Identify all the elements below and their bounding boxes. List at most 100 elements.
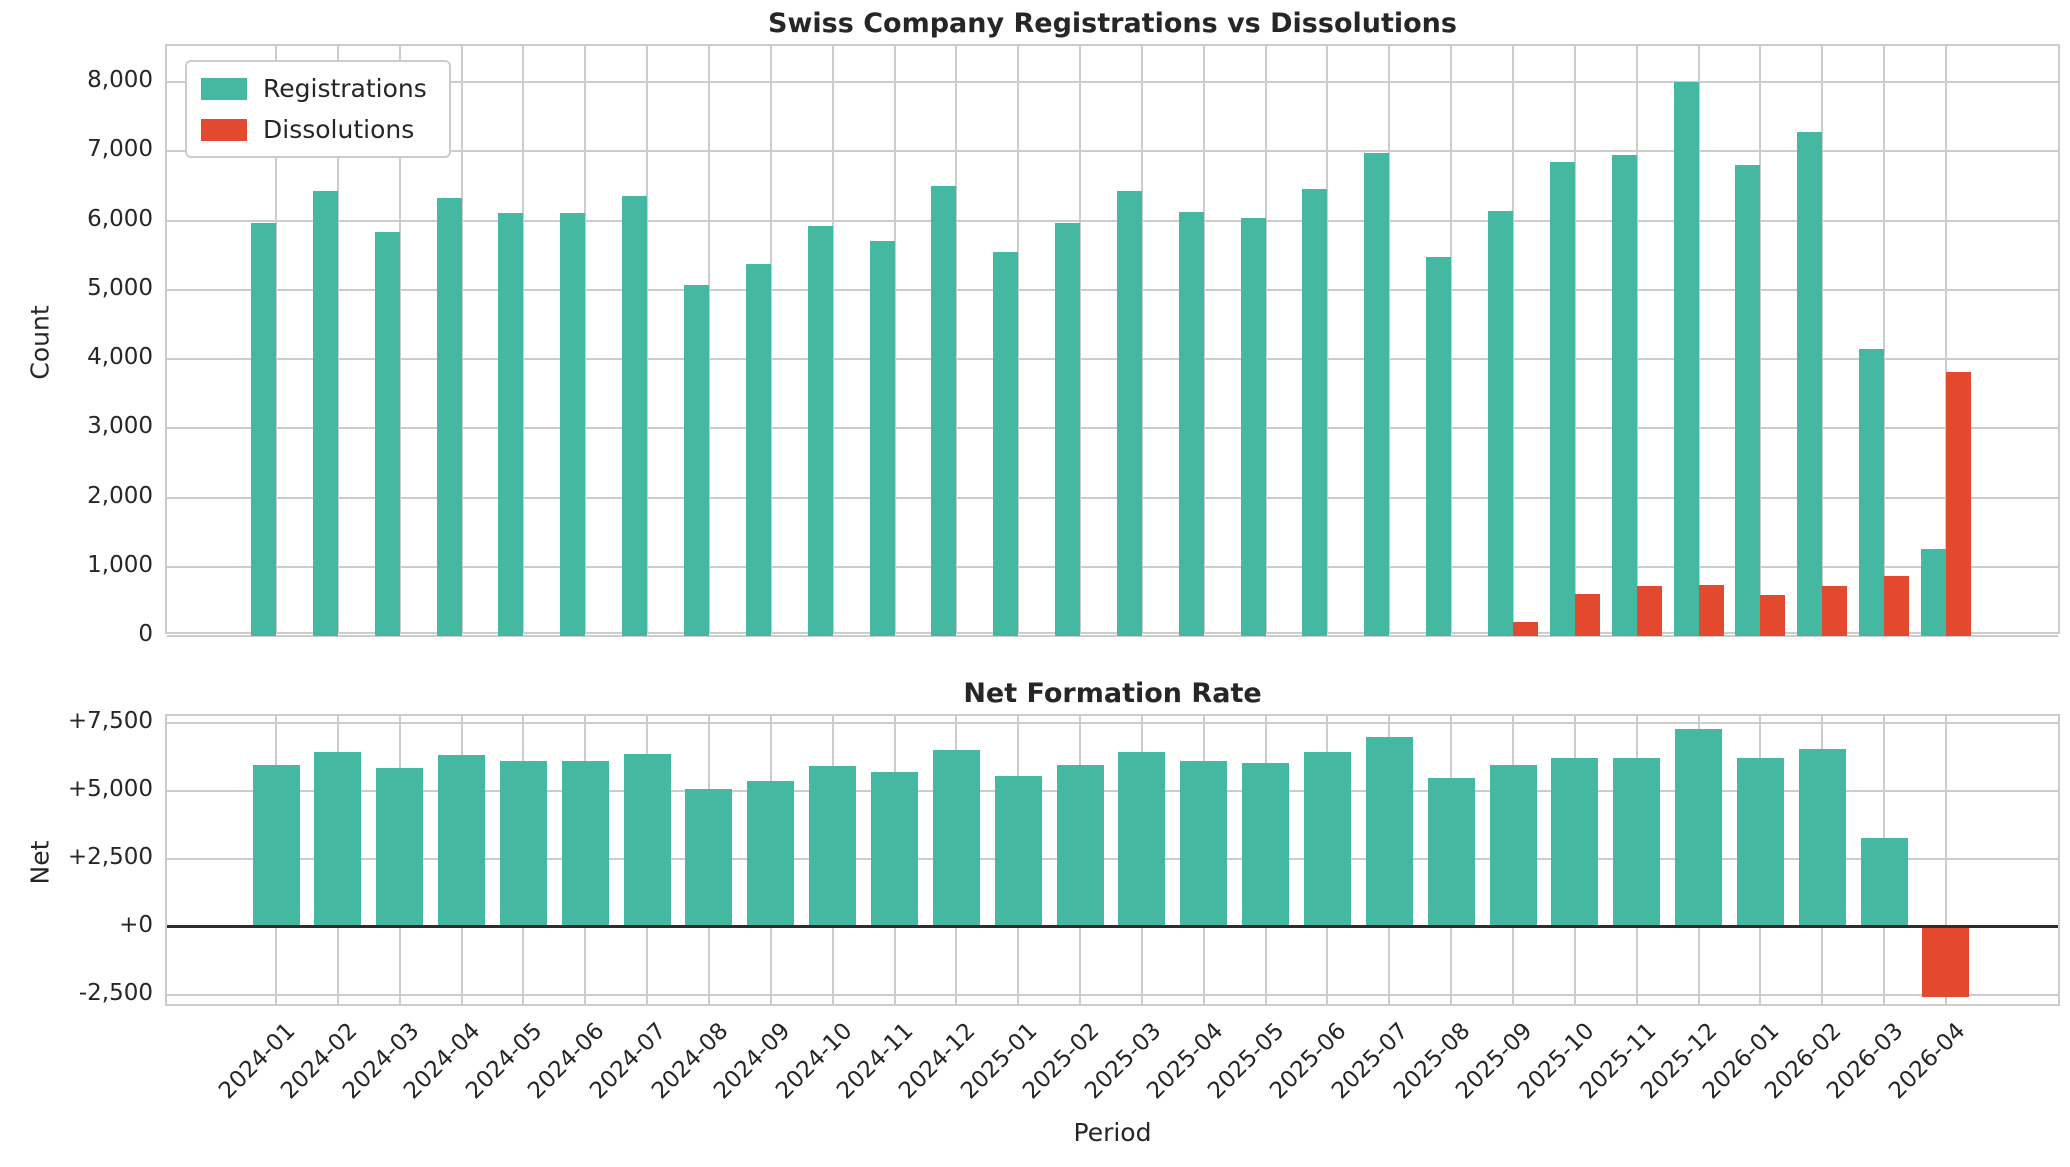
- top-chart-title: Swiss Company Registrations vs Dissoluti…: [768, 8, 1457, 39]
- top-y-axis-label: Count: [25, 305, 55, 380]
- bar-registrations: [436, 197, 462, 636]
- gridline-vertical: [1326, 46, 1329, 632]
- bar-registrations: [622, 196, 648, 636]
- gridline-vertical: [1697, 46, 1700, 632]
- gridline-horizontal: [167, 427, 2058, 430]
- gridline-vertical: [1944, 716, 1947, 1004]
- bar-net: [747, 780, 795, 927]
- bar-net: [1798, 748, 1846, 927]
- gridline-horizontal: [167, 858, 2058, 860]
- dissolutions-swatch-icon: [201, 118, 247, 141]
- bar-registrations: [683, 284, 709, 636]
- bar-registrations: [1920, 549, 1946, 636]
- bar-registrations: [1116, 190, 1142, 636]
- gridline-horizontal: [167, 790, 2058, 793]
- y-tick-label: 0: [138, 621, 153, 647]
- bar-dissolutions: [1760, 595, 1786, 636]
- bar-net: [1180, 760, 1228, 927]
- bar-registrations: [1364, 152, 1390, 636]
- bar-net: [314, 752, 362, 927]
- bar-registrations: [1797, 131, 1823, 636]
- bar-registrations: [745, 264, 771, 636]
- bar-net: [932, 750, 980, 927]
- bar-net: [438, 754, 486, 927]
- y-tick-label: +2,500: [67, 844, 153, 870]
- gridline-vertical: [1140, 46, 1143, 632]
- bar-dissolutions: [1822, 586, 1848, 636]
- bar-net: [1675, 729, 1723, 927]
- legend: Registrations Dissolutions: [185, 60, 451, 158]
- bar-net: [1489, 765, 1537, 927]
- gridline-vertical: [336, 46, 339, 632]
- bar-registrations: [1859, 348, 1885, 636]
- gridline-vertical: [1264, 46, 1267, 632]
- y-tick-label: 8,000: [87, 67, 153, 93]
- bar-net: [1551, 757, 1599, 927]
- gridline-vertical: [275, 46, 277, 632]
- bar-net: [1427, 778, 1475, 927]
- bar-net: [376, 768, 424, 927]
- x-axis-label: Period: [1073, 1118, 1152, 1147]
- bar-dissolutions: [1945, 372, 1971, 636]
- gridline-vertical: [1944, 46, 1947, 632]
- bar-net: [561, 760, 609, 927]
- bar-net: [1303, 751, 1351, 927]
- y-tick-label: +0: [119, 911, 153, 938]
- bar-registrations: [1302, 189, 1328, 636]
- bar-registrations: [931, 185, 957, 636]
- bar-net: [685, 789, 733, 927]
- bar-net: [1922, 926, 1970, 997]
- bar-registrations: [1735, 165, 1761, 636]
- bar-registrations: [1178, 212, 1204, 636]
- bar-registrations: [251, 222, 276, 636]
- gridline-vertical: [584, 46, 587, 632]
- legend-entry-dissolutions: Dissolutions: [201, 115, 427, 144]
- y-tick-label: -2,500: [78, 979, 153, 1006]
- y-tick-label: 5,000: [87, 274, 153, 301]
- y-tick-label: +7,500: [67, 708, 153, 735]
- bar-net: [252, 764, 300, 927]
- gridline-vertical: [769, 46, 772, 632]
- gridline-horizontal: [167, 565, 2058, 568]
- bar-net: [1118, 752, 1166, 927]
- bar-registrations: [1611, 154, 1637, 636]
- gridline-vertical: [893, 46, 896, 632]
- bar-net: [1242, 762, 1290, 927]
- gridline-horizontal: [167, 635, 2058, 637]
- bar-dissolutions: [1574, 593, 1600, 636]
- gridline-vertical: [1512, 46, 1514, 632]
- bar-registrations: [374, 231, 400, 636]
- gridline-horizontal: [167, 219, 2058, 222]
- legend-label: Dissolutions: [263, 115, 415, 144]
- bar-net: [994, 776, 1042, 927]
- gridline-vertical: [646, 46, 649, 632]
- bar-registrations: [869, 241, 895, 636]
- bar-net: [1365, 737, 1413, 927]
- gridline-vertical: [1635, 46, 1638, 632]
- bar-dissolutions: [1698, 585, 1724, 636]
- gridline-vertical: [398, 46, 401, 632]
- bar-registrations: [1055, 223, 1081, 636]
- bar-dissolutions: [1636, 586, 1662, 636]
- legend-label: Registrations: [263, 74, 427, 103]
- bar-dissolutions: [1884, 575, 1910, 636]
- bar-net: [809, 766, 857, 927]
- gridline-vertical: [1079, 46, 1082, 632]
- gridline-vertical: [1883, 46, 1886, 632]
- bar-registrations: [312, 191, 338, 636]
- bar-net: [1860, 837, 1908, 927]
- gridline-horizontal: [167, 993, 2058, 996]
- top-chart-plot: Registrations Dissolutions: [165, 44, 2060, 637]
- y-tick-label: 1,000: [87, 551, 153, 578]
- bar-net: [623, 754, 671, 927]
- y-tick-label: 3,000: [87, 413, 153, 440]
- bar-registrations: [560, 212, 586, 636]
- gridline-vertical: [460, 46, 463, 632]
- gridline-vertical: [831, 46, 834, 632]
- bar-registrations: [1426, 257, 1452, 636]
- y-tick-label: +5,000: [67, 776, 153, 803]
- bar-registrations: [1549, 162, 1575, 636]
- bar-dissolutions: [1513, 622, 1538, 636]
- zero-line: [167, 925, 2058, 929]
